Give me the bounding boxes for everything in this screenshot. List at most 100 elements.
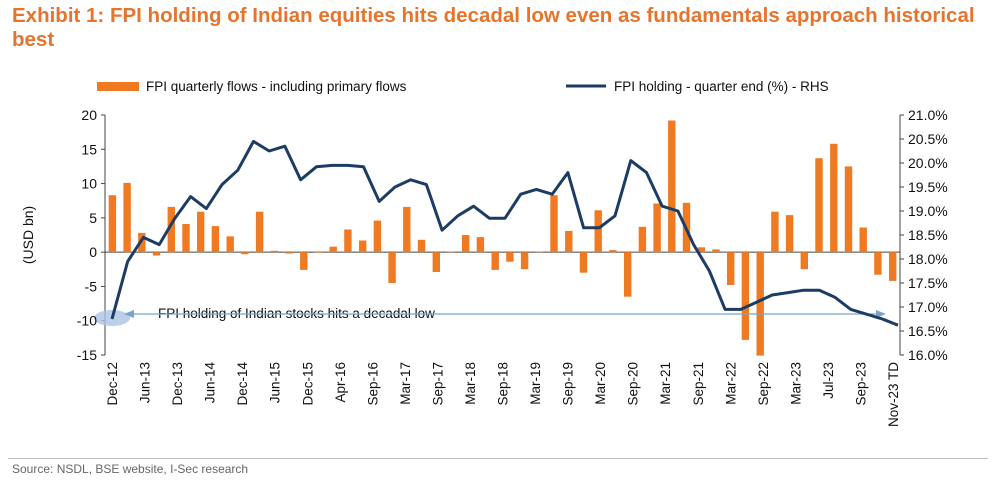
flow-bar bbox=[167, 206, 175, 253]
left-tick-label: -10 bbox=[77, 313, 97, 329]
x-tick-label: Mar-19 bbox=[528, 362, 543, 405]
right-tick-label: 19.5% bbox=[908, 179, 948, 195]
right-tick-label: 16.0% bbox=[908, 347, 948, 363]
flow-bar bbox=[211, 226, 220, 253]
flow-bar bbox=[314, 252, 323, 253]
x-tick-label: Sep-23 bbox=[854, 362, 869, 406]
x-tick-label: Jun-13 bbox=[138, 362, 153, 403]
flow-bar bbox=[152, 252, 161, 256]
y-axis-label: (USD bn) bbox=[20, 206, 36, 264]
x-tick-label: Mar-21 bbox=[658, 362, 673, 405]
left-tick-label: 0 bbox=[89, 244, 97, 260]
left-tick-label: 20 bbox=[81, 107, 97, 123]
title-text: FPI holding of Indian equities hits deca… bbox=[12, 4, 975, 51]
flow-bar bbox=[373, 220, 382, 253]
flow-bar bbox=[241, 252, 249, 255]
flow-bar bbox=[344, 229, 352, 253]
right-tick-label: 18.0% bbox=[908, 251, 948, 267]
flow-bar bbox=[785, 215, 794, 253]
arrow-head-right bbox=[876, 310, 886, 318]
annotation-group: FPI holding of Indian stocks hits a deca… bbox=[94, 306, 886, 326]
source-divider bbox=[8, 458, 988, 459]
x-tick-label: Dec-12 bbox=[105, 362, 120, 406]
left-tick-label: 10 bbox=[81, 176, 97, 192]
flow-bar bbox=[417, 239, 426, 253]
x-tick-label: Mar-23 bbox=[788, 362, 803, 405]
flow-bar bbox=[432, 252, 440, 272]
flow-bar bbox=[506, 252, 514, 262]
flow-bar bbox=[712, 249, 720, 253]
x-tick-label: Sep-22 bbox=[756, 362, 771, 406]
left-tick-label: -15 bbox=[77, 347, 97, 363]
flow-bar bbox=[535, 251, 543, 253]
x-tick-label: Sep-21 bbox=[691, 362, 706, 406]
right-tick-label: 17.5% bbox=[908, 275, 948, 291]
right-tick-label: 16.5% bbox=[908, 323, 948, 339]
axes bbox=[101, 114, 904, 356]
flow-bar bbox=[579, 252, 588, 273]
flow-bar bbox=[182, 224, 190, 253]
left-tick-label: 5 bbox=[89, 210, 97, 226]
right-tick-label: 19.0% bbox=[908, 203, 948, 219]
legend-bar-label: FPI quarterly flows - including primary … bbox=[146, 79, 407, 94]
legend-bar-swatch bbox=[97, 82, 139, 91]
x-tick-label: Mar-20 bbox=[593, 362, 608, 405]
x-tick-label: Sep-19 bbox=[561, 362, 576, 406]
flow-bar bbox=[285, 252, 293, 254]
x-tick-label: Sep-18 bbox=[496, 362, 511, 406]
title-prefix: Exhibit 1: bbox=[12, 4, 105, 27]
legend-line-label: FPI holding - quarter end (%) - RHS bbox=[614, 79, 829, 94]
legend: FPI quarterly flows - including primary … bbox=[97, 79, 829, 94]
right-tick-label: 20.0% bbox=[908, 155, 948, 171]
flow-bar bbox=[329, 246, 337, 253]
flow-bar bbox=[653, 203, 661, 253]
x-tick-label: Nov-23 TD bbox=[886, 362, 901, 427]
flow-bar bbox=[108, 195, 117, 253]
x-tick-label: Sep-17 bbox=[430, 362, 445, 406]
flow-bar bbox=[727, 252, 735, 285]
x-tick-label: Apr-16 bbox=[333, 362, 348, 403]
flow-bar bbox=[815, 158, 823, 253]
flow-bar bbox=[491, 252, 499, 270]
x-tick-label: Dec-15 bbox=[300, 362, 315, 406]
flow-bar bbox=[830, 143, 838, 253]
flow-bar bbox=[874, 252, 882, 275]
x-tick-label: Jul-23 bbox=[821, 362, 836, 399]
chart-title: Exhibit 1: FPI holding of Indian equitie… bbox=[12, 4, 982, 52]
left-tick-label: -5 bbox=[85, 278, 98, 294]
holding-line bbox=[110, 139, 899, 327]
flow-bar bbox=[359, 240, 367, 253]
flow-bar bbox=[565, 230, 573, 253]
flow-bar bbox=[638, 226, 647, 253]
flow-bar bbox=[594, 210, 602, 253]
right-tick-label: 17.0% bbox=[908, 299, 948, 315]
flow-bar bbox=[255, 211, 264, 253]
x-tick-label: Jun-15 bbox=[268, 362, 283, 403]
flow-bar bbox=[388, 252, 396, 283]
flow-bar bbox=[756, 252, 764, 356]
line-series bbox=[110, 139, 899, 327]
x-tick-label: Sep-16 bbox=[365, 362, 380, 406]
x-tick-label: Mar-18 bbox=[463, 362, 478, 405]
flow-bar bbox=[889, 252, 897, 281]
flow-bar bbox=[300, 252, 308, 270]
right-tick-label: 21.0% bbox=[908, 107, 948, 123]
flow-bar bbox=[123, 182, 131, 253]
x-tick-label: Jun-14 bbox=[203, 362, 218, 404]
flow-bar bbox=[550, 195, 558, 253]
source-note: Source: NSDL, BSE website, I-Sec researc… bbox=[12, 462, 249, 476]
flow-bar bbox=[844, 166, 853, 253]
left-tick-label: 15 bbox=[81, 141, 97, 157]
flow-bar bbox=[226, 236, 234, 253]
flow-bar bbox=[697, 247, 705, 253]
x-tick-label: Sep-20 bbox=[626, 362, 641, 406]
arrow-head-left bbox=[124, 310, 134, 318]
flow-bar bbox=[197, 211, 205, 253]
flow-bar bbox=[741, 252, 750, 340]
flow-bar bbox=[859, 227, 867, 253]
x-tick-label: Dec-13 bbox=[170, 362, 185, 406]
x-tick-label: Mar-22 bbox=[723, 362, 738, 405]
tick-labels: 20 15 10 5 0 -5 -10 -15 21.0% 20.5% 20.0% 19.5% 19.0… bbox=[20, 107, 948, 427]
flow-bar bbox=[624, 252, 632, 297]
right-tick-label: 18.5% bbox=[908, 227, 948, 243]
